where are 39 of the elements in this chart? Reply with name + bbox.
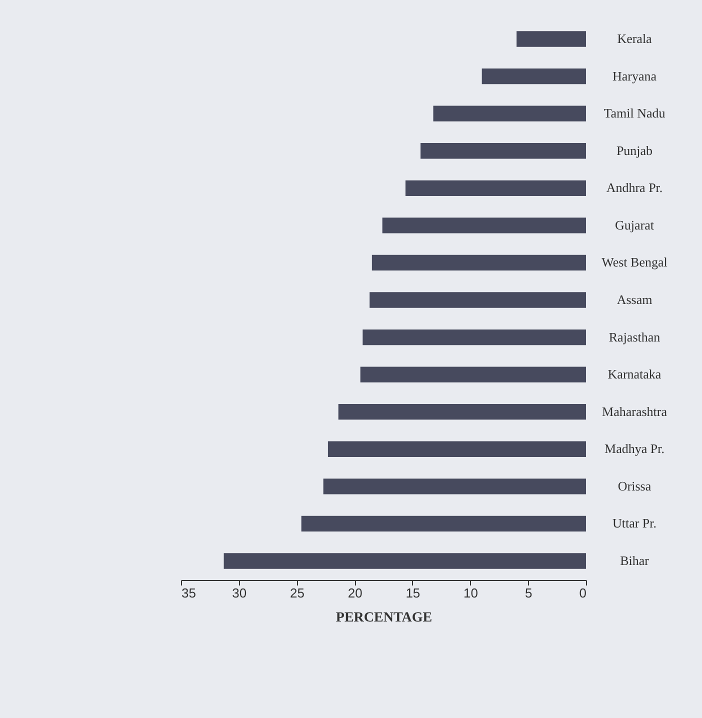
y-tick-label: Orissa (618, 478, 652, 494)
bar (224, 553, 586, 569)
bar (372, 254, 586, 271)
bar (370, 292, 586, 308)
bar (433, 106, 586, 122)
y-tick-label: Karnataka (608, 366, 662, 382)
x-tick-label: 10 (464, 586, 478, 600)
x-tick-label: 0 (579, 586, 586, 600)
bar (516, 31, 586, 47)
y-tick-label: Madhya Pr. (604, 441, 664, 456)
bar (360, 366, 586, 382)
bar (405, 180, 586, 196)
y-tick-label: Tamil Nadu (604, 106, 666, 121)
bar (420, 143, 586, 159)
x-axis-title: PERCENTAGE (336, 610, 432, 626)
y-tick-label: Bihar (620, 552, 650, 568)
bar (301, 516, 586, 532)
y-tick-label: Maharashtra (602, 404, 668, 419)
bar (323, 478, 586, 494)
y-tick-label: Assam (616, 292, 652, 307)
y-tick-label: Gujarat (615, 217, 654, 232)
x-tick-label: 35 (182, 586, 196, 600)
y-tick-label: Haryana (612, 68, 657, 84)
x-tick-label: 5 (525, 586, 532, 600)
bar (362, 329, 586, 346)
bar (482, 68, 586, 84)
y-tick-label: Rajasthan (608, 329, 661, 344)
x-tick-label: 15 (406, 586, 420, 600)
x-tick-label: 25 (290, 586, 304, 600)
x-tick-label: 30 (232, 586, 247, 600)
y-tick-label: Uttar Pr. (612, 516, 657, 531)
y-tick-label: West Bengal (602, 254, 668, 270)
bar (328, 441, 586, 457)
y-tick-label: Kerala (617, 31, 652, 46)
y-tick-label: Punjab (616, 142, 653, 158)
x-tick-label: 20 (348, 586, 362, 600)
y-tick-label: Andhra Pr. (606, 180, 663, 196)
bar (338, 404, 586, 420)
bar (382, 218, 586, 234)
